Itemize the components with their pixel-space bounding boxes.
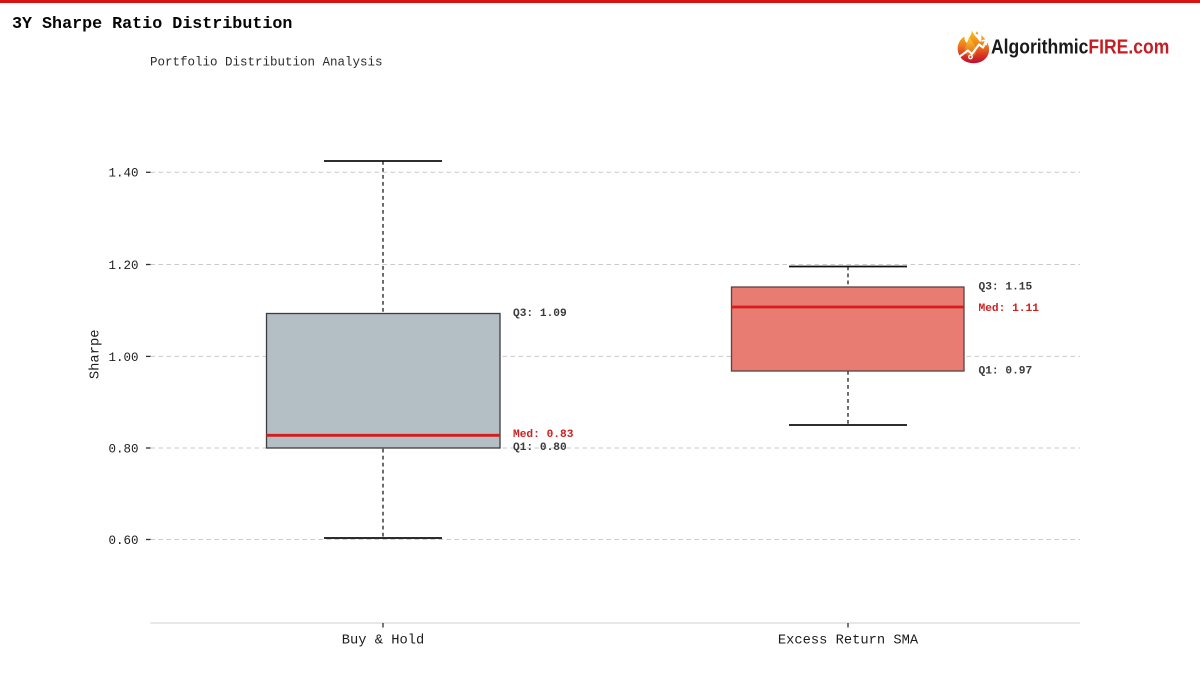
svg-text:Q1: 0.80: Q1: 0.80: [513, 442, 567, 454]
svg-text:1.20: 1.20: [108, 259, 138, 273]
svg-text:Sharpe: Sharpe: [87, 330, 103, 380]
svg-text:Excess Return SMA: Excess Return SMA: [778, 634, 919, 649]
svg-text:0.60: 0.60: [108, 534, 138, 548]
svg-text:0.80: 0.80: [108, 442, 138, 456]
svg-text:Q3: 1.09: Q3: 1.09: [513, 308, 567, 320]
svg-text:Med: 0.83: Med: 0.83: [513, 429, 574, 441]
svg-text:1.00: 1.00: [108, 351, 138, 365]
svg-text:AlgorithmicFIRE.com: AlgorithmicFIRE.com: [991, 36, 1169, 59]
svg-text:3Y Sharpe Ratio Distribution: 3Y Sharpe Ratio Distribution: [12, 15, 292, 34]
svg-text:1.40: 1.40: [108, 167, 138, 181]
svg-text:Med: 1.11: Med: 1.11: [979, 303, 1040, 315]
svg-text:Portfolio Distribution Analysi: Portfolio Distribution Analysis: [150, 55, 383, 69]
svg-text:Q3: 1.15: Q3: 1.15: [979, 281, 1033, 293]
svg-text:Buy & Hold: Buy & Hold: [342, 633, 425, 649]
svg-text:Q1: 0.97: Q1: 0.97: [979, 365, 1033, 377]
